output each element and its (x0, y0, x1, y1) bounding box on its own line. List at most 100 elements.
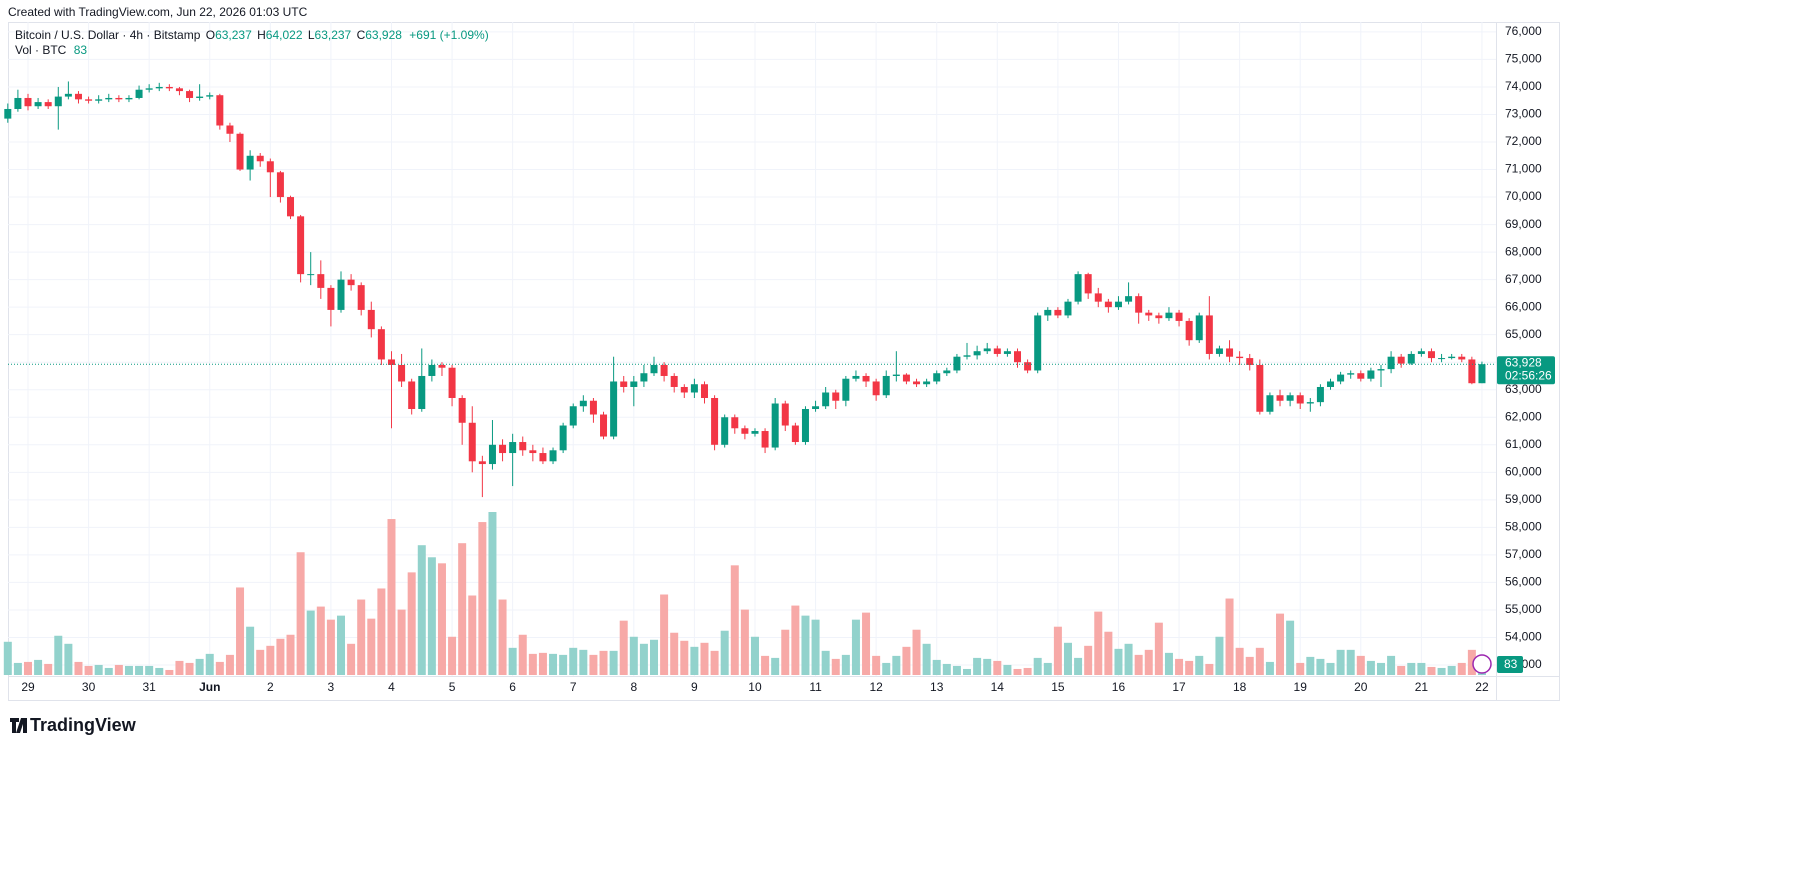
volume-bar (1457, 662, 1466, 675)
volume-bar (1356, 655, 1365, 675)
legend-o-label: O (206, 28, 215, 42)
candle-body (953, 356, 961, 371)
volume-pane (3, 512, 1486, 675)
candle-body (1417, 351, 1425, 354)
candle-body (569, 406, 577, 426)
x-tick-label: 18 (1233, 680, 1247, 694)
legend-c-label: C (357, 28, 366, 42)
candle-body (1256, 364, 1264, 412)
candle-body (993, 348, 1001, 354)
volume-bar (872, 655, 881, 675)
candle-body (367, 309, 375, 330)
volume-bar (589, 654, 598, 675)
candle-body (1205, 315, 1213, 354)
volume-bar (205, 653, 214, 675)
candle-body (1185, 320, 1193, 341)
volume-bar (1437, 667, 1446, 675)
volume-bar (478, 522, 487, 675)
candle-body (44, 102, 52, 107)
volume-bar (397, 609, 406, 675)
candle-body (115, 97, 123, 100)
volume-bar (225, 654, 234, 675)
volume-bar (831, 658, 840, 675)
volume-bar (357, 599, 366, 675)
candle-body (589, 400, 597, 415)
candle-body (509, 442, 517, 454)
volume-bar (427, 557, 436, 675)
volume-bar (851, 619, 860, 675)
candle-body (842, 378, 850, 401)
y-tick-label: 66,000 (1505, 299, 1542, 313)
volume-bar (1276, 613, 1285, 675)
candle-body (1125, 296, 1133, 302)
candle-body (549, 450, 557, 462)
x-tick-label: 2 (267, 680, 274, 694)
volume-bar (1296, 662, 1305, 675)
volume-bar (781, 629, 790, 675)
candle-body (337, 279, 345, 310)
x-tick-label: 19 (1294, 680, 1308, 694)
candle-body (1054, 309, 1062, 316)
candle-body (196, 96, 204, 98)
volume-bar (448, 636, 457, 675)
candle-body (1044, 309, 1052, 316)
candle-body (1357, 373, 1365, 379)
volume-bar (771, 657, 780, 675)
candle-body (791, 425, 799, 443)
candle-body (297, 216, 305, 275)
volume-bar (135, 665, 144, 675)
volume-bar (518, 634, 527, 675)
candle-body (852, 375, 860, 379)
y-tick-label: 68,000 (1505, 244, 1542, 258)
candle-body (317, 274, 325, 288)
candle-body (559, 425, 567, 451)
volume-bar (337, 615, 346, 675)
volume-bar (639, 643, 648, 675)
candle-body (640, 373, 648, 382)
y-tick-label: 72,000 (1505, 134, 1542, 148)
legend-h-label: H (257, 28, 266, 42)
candle-body (398, 364, 406, 382)
candle-body (973, 351, 981, 356)
candle-body (862, 375, 870, 382)
candle-body (155, 86, 163, 89)
candle-body (620, 381, 628, 387)
volume-bar (1084, 645, 1093, 675)
volume-bar (407, 572, 416, 675)
candle-body (1014, 351, 1021, 363)
volume-bar (952, 665, 961, 675)
volume-bar (619, 620, 628, 675)
candle-body (812, 406, 820, 410)
volume-bar (1316, 658, 1325, 675)
volume-bar (1306, 656, 1315, 675)
candle-body (1074, 274, 1082, 302)
candle-body (741, 428, 749, 434)
candle-body (1155, 315, 1163, 319)
x-tick-label: Jun (199, 680, 220, 694)
volume-bar (1225, 598, 1234, 675)
volume-bar (1205, 663, 1214, 675)
volume-bar (458, 543, 467, 675)
volume-bar (64, 643, 73, 675)
volume-bar (1417, 662, 1426, 675)
volume-bar (1326, 662, 1335, 675)
candle-body (246, 155, 254, 170)
candle-body (1145, 312, 1153, 316)
candles (4, 81, 1486, 498)
candle-body (478, 461, 486, 465)
x-tick-label: 7 (570, 680, 577, 694)
candle-body (175, 88, 183, 92)
volume-bar (94, 664, 103, 675)
axes: 53,00054,00055,00056,00057,00058,00059,0… (8, 24, 1555, 694)
logo-text: TradingView (30, 715, 137, 735)
volume-bar (609, 650, 618, 675)
volume-bar (963, 668, 972, 675)
volume-bar (1043, 662, 1052, 675)
volume-bar (215, 661, 224, 675)
candle-body (1286, 395, 1294, 401)
volume-bar (670, 632, 679, 675)
volume-bar (811, 619, 820, 675)
candle-body (680, 386, 688, 393)
volume-bar (1346, 649, 1355, 675)
y-tick-label: 63,000 (1505, 382, 1542, 396)
